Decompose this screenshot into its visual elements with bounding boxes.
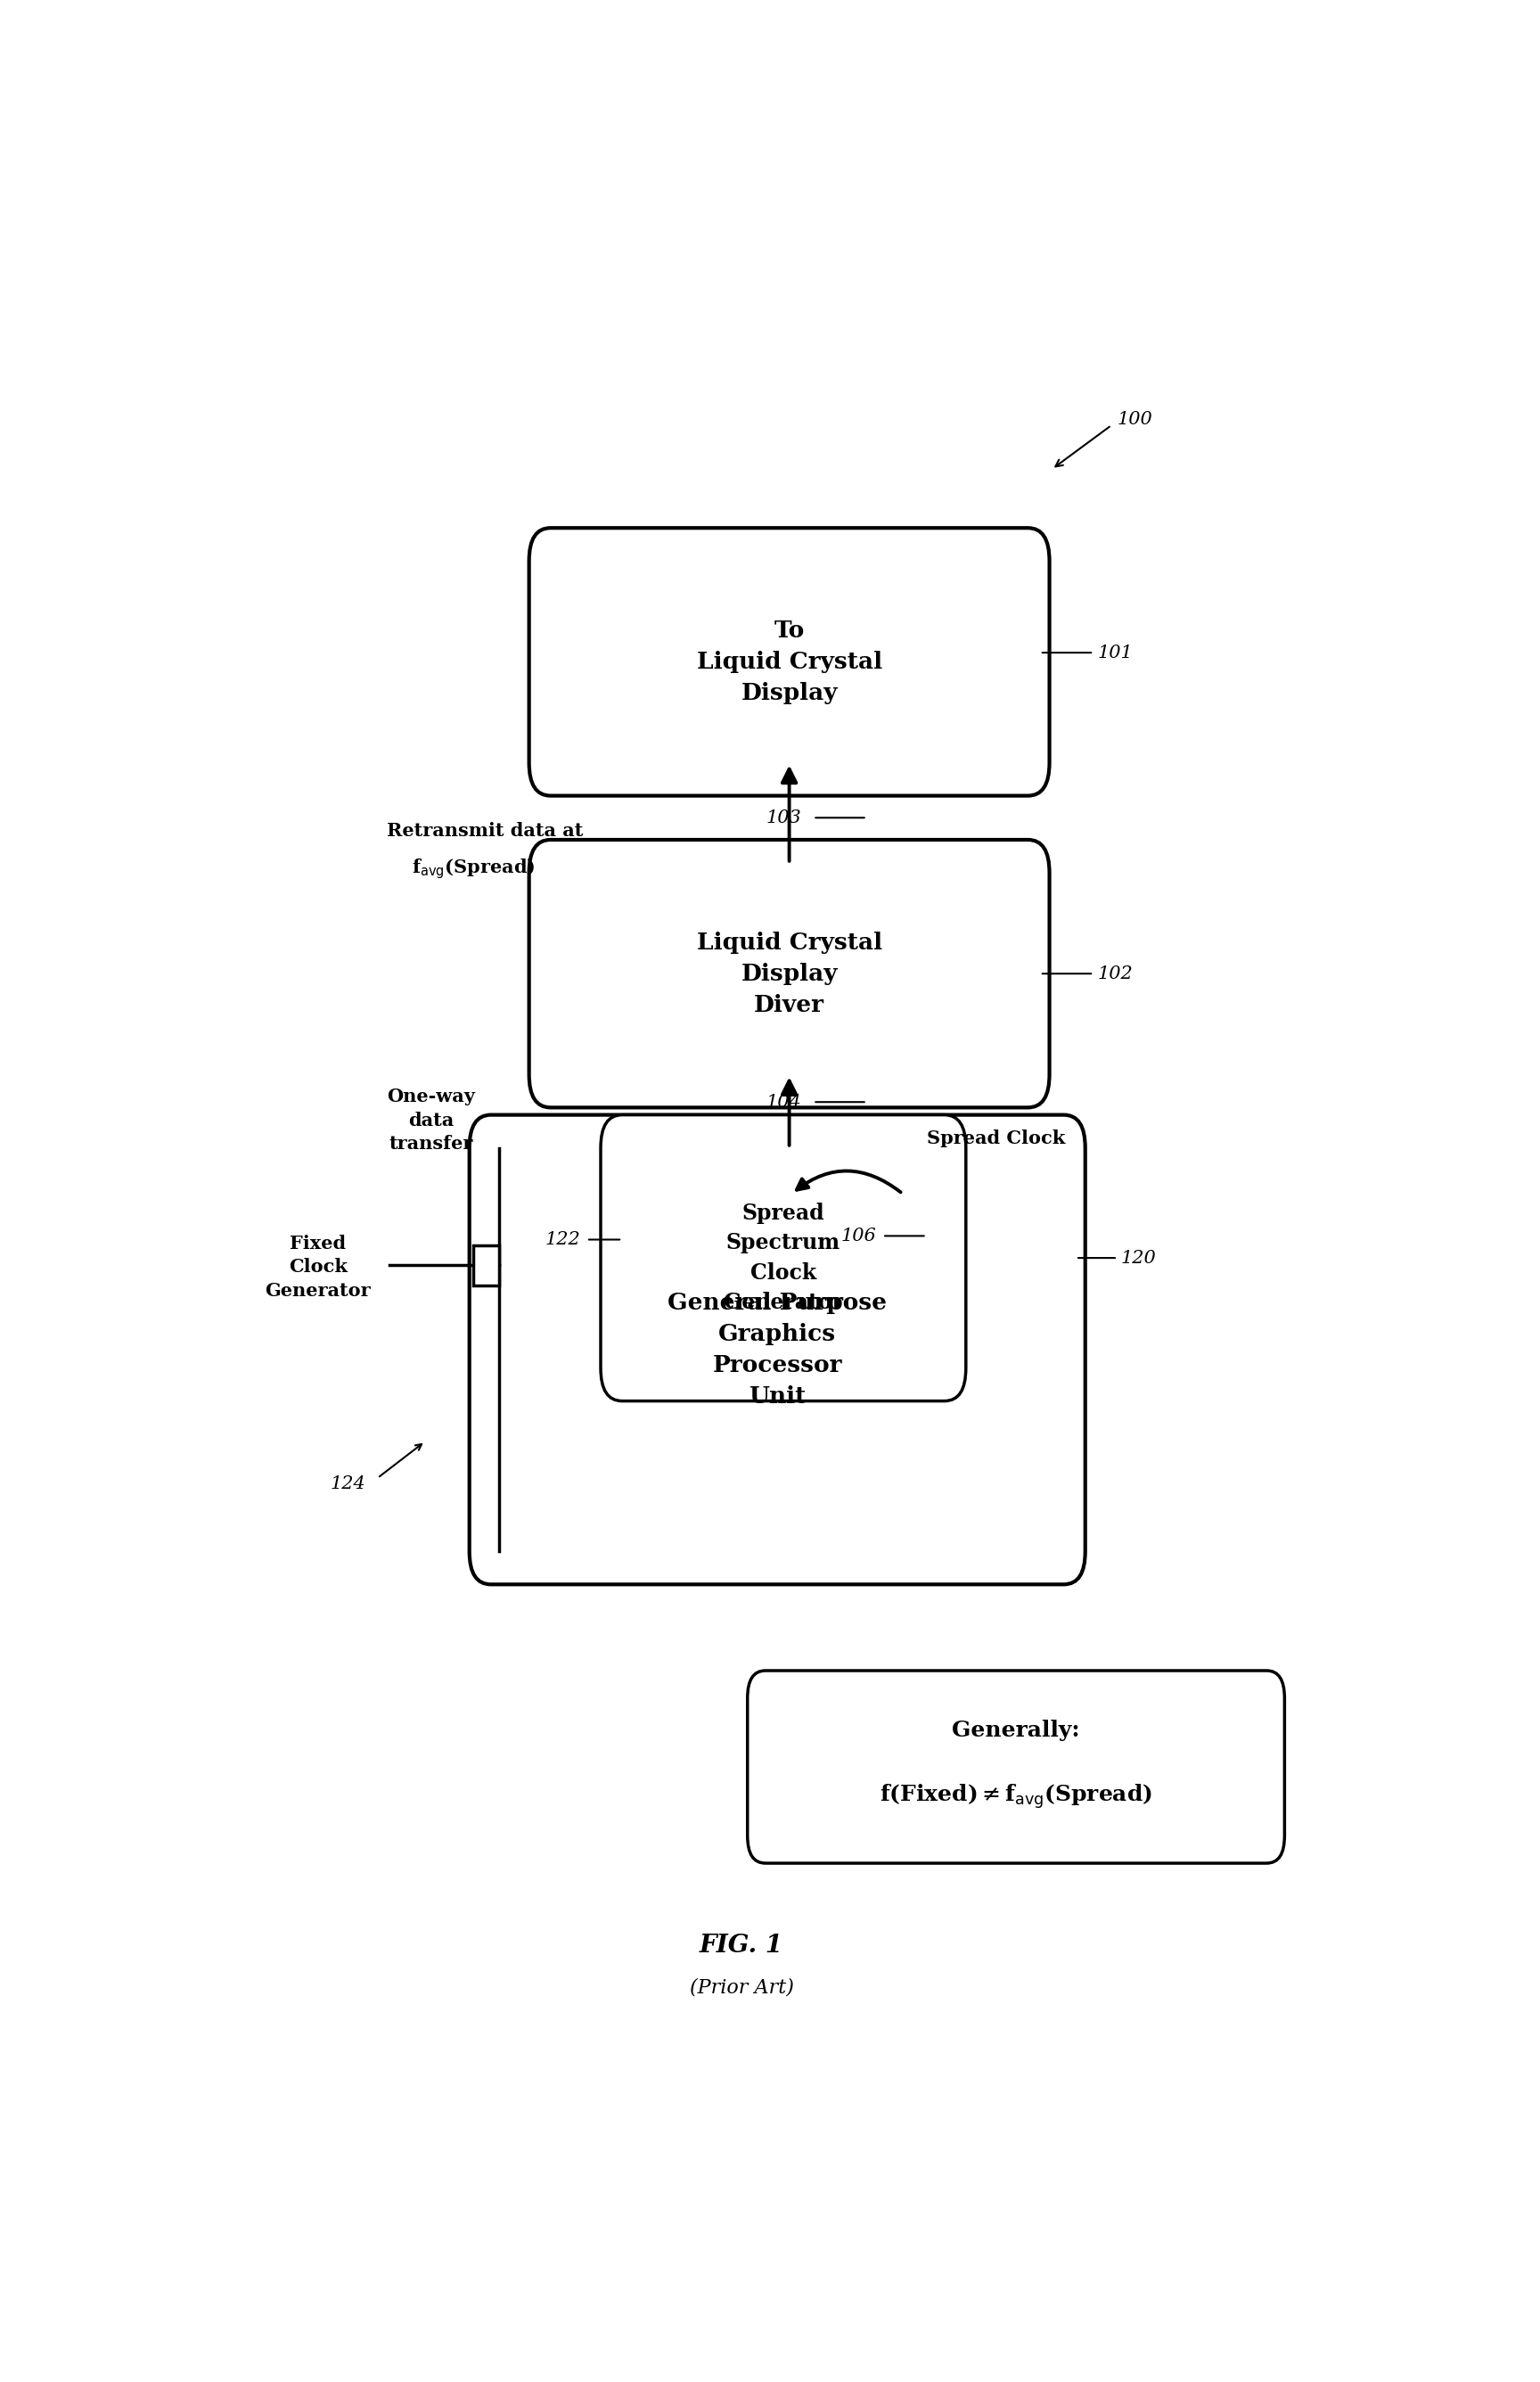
Text: f$_{\rm avg}$(Spread): f$_{\rm avg}$(Spread) xyxy=(411,858,534,881)
Text: (Prior Art): (Prior Art) xyxy=(690,1977,793,1998)
Bar xyxy=(473,1246,499,1286)
Text: 124: 124 xyxy=(330,1474,365,1491)
FancyBboxPatch shape xyxy=(530,529,1049,796)
Text: Liquid Crystal
Display
Diver: Liquid Crystal Display Diver xyxy=(696,931,882,1017)
Text: Fixed
Clock
Generator: Fixed Clock Generator xyxy=(265,1234,371,1301)
FancyBboxPatch shape xyxy=(601,1115,966,1401)
Text: To
Liquid Crystal
Display: To Liquid Crystal Display xyxy=(696,619,882,705)
Text: Spread
Spectrum
Clock
Generator: Spread Spectrum Clock Generator xyxy=(724,1203,842,1312)
Text: Generally:: Generally: xyxy=(952,1720,1080,1741)
Text: 100: 100 xyxy=(1118,412,1153,429)
Text: 102: 102 xyxy=(1096,965,1132,981)
FancyBboxPatch shape xyxy=(747,1670,1284,1863)
Text: 106: 106 xyxy=(841,1227,876,1243)
Text: 103: 103 xyxy=(765,810,801,827)
Text: One-way
data
transfer: One-way data transfer xyxy=(387,1089,476,1153)
Text: Spread Clock: Spread Clock xyxy=(927,1129,1064,1148)
Text: 120: 120 xyxy=(1121,1251,1157,1267)
Text: f(Fixed)$\neq$f$_{\rm avg}$(Spread): f(Fixed)$\neq$f$_{\rm avg}$(Spread) xyxy=(879,1782,1152,1810)
Text: FIG. 1: FIG. 1 xyxy=(699,1934,784,1958)
FancyBboxPatch shape xyxy=(470,1115,1086,1584)
Text: 104: 104 xyxy=(765,1093,801,1110)
Text: General Purpose
Graphics
Processor
Unit: General Purpose Graphics Processor Unit xyxy=(668,1291,887,1408)
Text: 101: 101 xyxy=(1096,643,1132,662)
FancyBboxPatch shape xyxy=(530,841,1049,1108)
Text: Retransmit data at: Retransmit data at xyxy=(387,822,584,838)
Text: 122: 122 xyxy=(545,1231,581,1248)
